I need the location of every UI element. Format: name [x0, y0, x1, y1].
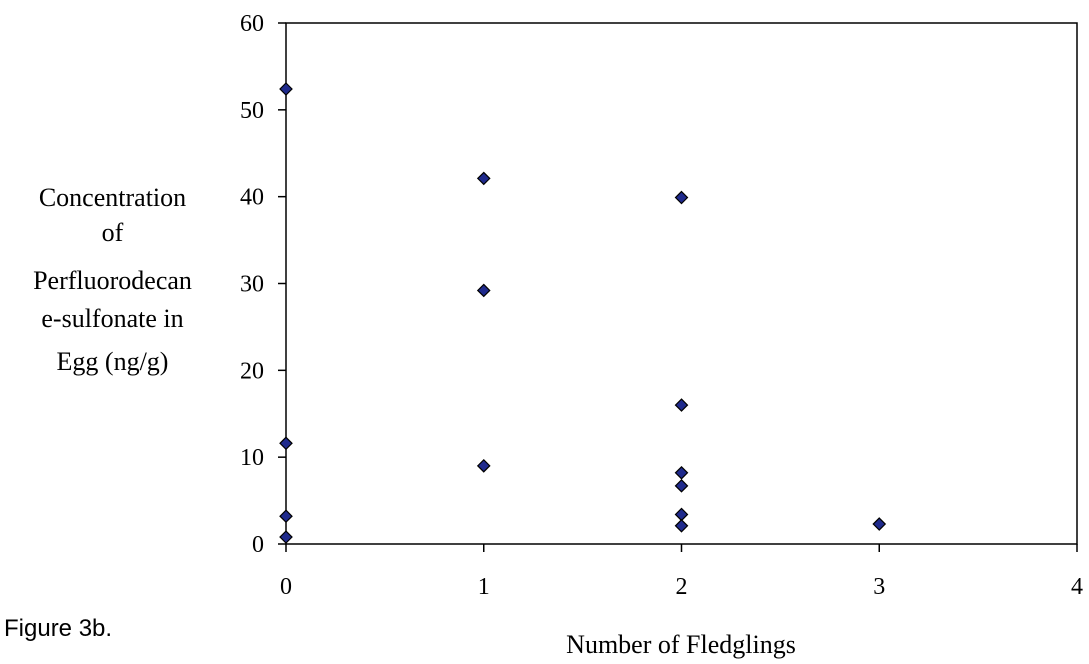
x-axis-tick-labels: 0 1 2 3 4 [280, 574, 1083, 600]
x-tick-label: 4 [1071, 574, 1083, 600]
y-axis-title-line: Concentration [0, 181, 225, 215]
plot-area [286, 23, 1077, 544]
x-tick-label: 0 [280, 574, 292, 600]
y-tick-label: 0 [252, 532, 264, 558]
y-axis-tick-labels: 0 10 20 30 40 50 60 [240, 11, 264, 558]
y-tick-label: 50 [240, 98, 264, 124]
y-axis-title-line: of [0, 216, 225, 250]
y-tick-label: 30 [240, 272, 264, 298]
y-axis-title-line: Egg (ng/g) [0, 345, 225, 379]
y-axis-ticks [278, 23, 286, 544]
x-tick-label: 3 [873, 574, 885, 600]
x-tick-label: 2 [676, 574, 688, 600]
y-tick-label: 20 [240, 358, 264, 384]
y-axis-title-line: e-sulfonate in [0, 302, 225, 336]
figure-caption: Figure 3b. [4, 615, 112, 643]
x-axis-ticks [286, 544, 1077, 552]
x-tick-label: 1 [478, 574, 490, 600]
x-axis-title: Number of Fledglings [566, 630, 796, 659]
y-tick-label: 40 [240, 185, 264, 211]
y-axis-title-line: Perfluorodecan [0, 264, 225, 298]
y-tick-label: 60 [240, 11, 264, 37]
y-tick-label: 10 [240, 445, 264, 471]
